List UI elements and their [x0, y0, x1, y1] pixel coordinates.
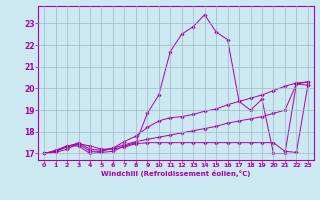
X-axis label: Windchill (Refroidissement éolien,°C): Windchill (Refroidissement éolien,°C)	[101, 170, 251, 177]
